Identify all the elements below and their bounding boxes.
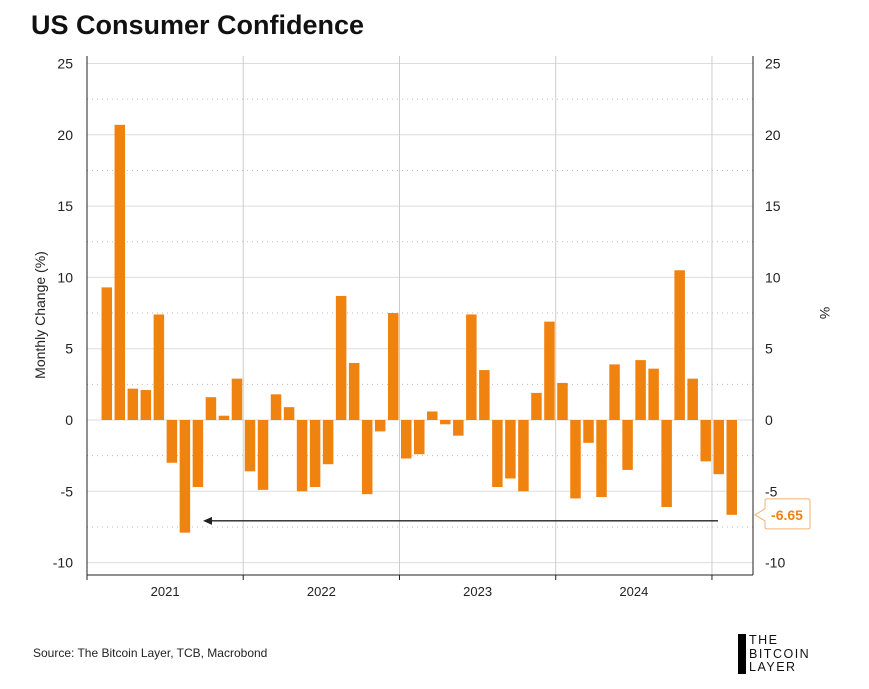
bar [387, 313, 399, 420]
logo-bar [738, 634, 746, 674]
bar [283, 407, 295, 420]
y-tick-label-right: -5 [765, 483, 778, 499]
bar [374, 420, 386, 432]
bar [609, 364, 620, 420]
bar [531, 392, 542, 420]
y-tick-label-left: -5 [61, 483, 74, 499]
bar [270, 394, 282, 420]
bar [400, 420, 412, 459]
bar [713, 420, 724, 475]
bar [726, 420, 737, 515]
bar [140, 390, 152, 420]
y-tick-label-right: 20 [765, 127, 781, 143]
bar [179, 420, 191, 533]
bar [361, 420, 373, 495]
bar [479, 370, 490, 420]
bar [635, 360, 646, 420]
chart-title: US Consumer Confidence [31, 10, 365, 40]
y-tick-label-right: 25 [765, 56, 781, 72]
logo-line: LAYER [749, 660, 797, 674]
bar [687, 378, 698, 420]
x-tick-label: 2022 [307, 584, 336, 599]
bar [440, 420, 451, 425]
y-tick-label-right: 5 [765, 341, 773, 357]
y-axis-title: Monthly Change (%) [32, 251, 48, 379]
bar [231, 378, 243, 420]
bar [101, 287, 113, 420]
bar [414, 420, 425, 455]
bar [570, 420, 581, 499]
y-tick-label-right: 10 [765, 269, 781, 285]
y-tick-label-right: 15 [765, 198, 781, 214]
logo-line: BITCOIN [749, 646, 811, 661]
bar [427, 411, 438, 420]
bar [296, 420, 308, 492]
bar [166, 420, 178, 463]
bar [622, 420, 633, 470]
bar [348, 362, 360, 420]
logo: THE BITCOIN LAYER [738, 633, 811, 675]
x-tick-label: 2023 [463, 584, 492, 599]
bar [127, 388, 139, 420]
y-tick-label-left: 20 [57, 127, 73, 143]
callout-box [754, 498, 811, 530]
bar [466, 314, 477, 420]
bar [309, 420, 321, 488]
callout-label: -6.65 [771, 507, 803, 523]
bar [114, 124, 126, 421]
bar [335, 295, 347, 420]
bar [244, 420, 256, 472]
bar [661, 420, 672, 507]
bar [557, 382, 568, 420]
bar [453, 420, 464, 436]
x-tick-label: 2024 [619, 584, 648, 599]
bar [505, 420, 516, 479]
bar [322, 420, 334, 465]
bar [700, 420, 711, 462]
bar [192, 420, 204, 488]
y-tick-label-left: 5 [65, 341, 73, 357]
bar [205, 397, 217, 420]
y-axis-title-right: % [817, 307, 833, 319]
bar [153, 314, 165, 420]
x-tick-label: 2021 [151, 584, 180, 599]
bar [257, 420, 269, 490]
y-tick-label-left: 25 [57, 56, 73, 72]
bar [674, 270, 685, 420]
y-tick-label-left: 15 [57, 198, 73, 214]
y-tick-label-left: 10 [57, 269, 73, 285]
bar [518, 420, 529, 492]
bar [583, 420, 594, 443]
bar [544, 321, 555, 420]
source-note: Source: The Bitcoin Layer, TCB, Macrobon… [33, 646, 268, 660]
bar [218, 415, 230, 420]
y-tick-label-left: 0 [65, 412, 73, 428]
arrow-head [203, 516, 212, 525]
y-tick-label-left: -10 [53, 555, 73, 571]
bar [492, 420, 503, 488]
y-tick-label-right: 0 [765, 412, 773, 428]
logo-line: THE [749, 633, 779, 647]
bar [648, 368, 659, 420]
bar [596, 420, 607, 498]
y-tick-label-right: -10 [765, 555, 785, 571]
